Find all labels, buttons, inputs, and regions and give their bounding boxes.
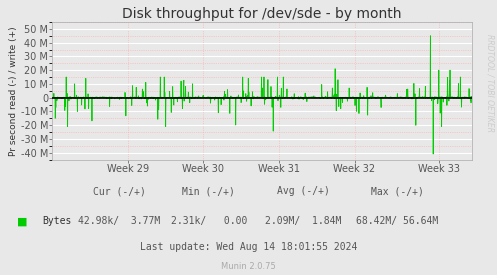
Text: Bytes: Bytes	[42, 216, 72, 226]
Text: 68.42M/ 56.64M: 68.42M/ 56.64M	[356, 216, 439, 226]
Title: Disk throughput for /dev/sde - by month: Disk throughput for /dev/sde - by month	[122, 7, 402, 21]
Text: RRDTOOL / TOBI OETIKER: RRDTOOL / TOBI OETIKER	[485, 34, 494, 131]
Text: 2.09M/  1.84M: 2.09M/ 1.84M	[265, 216, 341, 226]
Text: ■: ■	[17, 216, 28, 226]
Text: Min (-/+): Min (-/+)	[182, 186, 235, 196]
Text: 42.98k/  3.77M: 42.98k/ 3.77M	[78, 216, 161, 226]
Text: Munin 2.0.75: Munin 2.0.75	[221, 262, 276, 271]
Y-axis label: Pr second read (-) / write (+): Pr second read (-) / write (+)	[9, 26, 18, 156]
Text: Avg (-/+): Avg (-/+)	[277, 186, 330, 196]
Text: 2.31k/   0.00: 2.31k/ 0.00	[170, 216, 247, 226]
Text: Last update: Wed Aug 14 18:01:55 2024: Last update: Wed Aug 14 18:01:55 2024	[140, 243, 357, 252]
Text: Max (-/+): Max (-/+)	[371, 186, 424, 196]
Text: Cur (-/+): Cur (-/+)	[93, 186, 146, 196]
